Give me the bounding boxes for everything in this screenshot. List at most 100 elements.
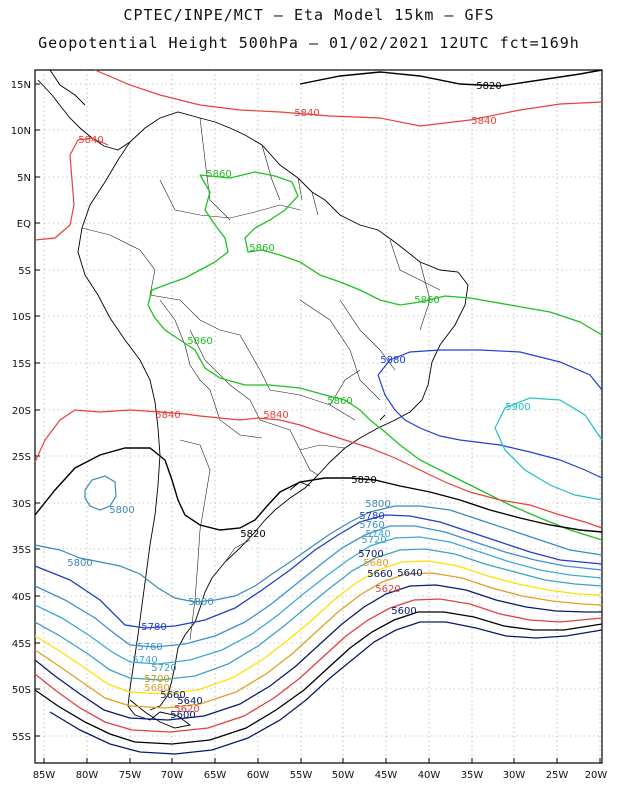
coastline bbox=[37, 69, 469, 729]
lon-label: 50W bbox=[332, 770, 355, 781]
lat-label: 15S bbox=[12, 359, 31, 370]
lat-label: 10N bbox=[11, 126, 31, 137]
lat-label: 5N bbox=[17, 173, 31, 184]
lat-label: 30S bbox=[12, 499, 31, 510]
contour-5780 bbox=[34, 514, 603, 629]
lon-label: 65W bbox=[204, 770, 227, 781]
contour-5720 bbox=[34, 548, 603, 681]
contour-label-5860: 5860 bbox=[249, 243, 274, 254]
lon-label: 30W bbox=[503, 770, 526, 781]
lon-label: 80W bbox=[76, 770, 99, 781]
contour-label-5720: 5720 bbox=[151, 663, 176, 674]
contour-label-5660: 5660 bbox=[367, 569, 392, 580]
lon-label: 25W bbox=[546, 770, 569, 781]
southern-contour-group bbox=[34, 514, 603, 755]
lat-label: 15N bbox=[11, 80, 31, 91]
contour-label-5600: 5600 bbox=[170, 710, 195, 721]
map-frame bbox=[34, 69, 603, 764]
lat-label: EQ bbox=[17, 219, 31, 230]
contour-label-5800: 5800 bbox=[109, 505, 134, 516]
contour-5600 bbox=[49, 621, 603, 755]
contour-label-5740: 5740 bbox=[132, 655, 157, 666]
lon-label: 55W bbox=[290, 770, 313, 781]
lat-label: 45S bbox=[12, 639, 31, 650]
contour-label-5600: 5600 bbox=[391, 606, 416, 617]
contour-label-5820: 5820 bbox=[240, 529, 265, 540]
lon-label: 60W bbox=[247, 770, 270, 781]
lat-label: 35S bbox=[12, 545, 31, 556]
contour-label-5820: 5820 bbox=[476, 81, 501, 92]
contour-label-5760: 5760 bbox=[359, 520, 384, 531]
chart-title-line2: Geopotential Height 500hPa – 01/02/2021 … bbox=[38, 34, 580, 52]
lon-label: 75W bbox=[119, 770, 142, 781]
contour-label-5860: 5860 bbox=[327, 396, 352, 407]
contour-label-5680: 5680 bbox=[144, 683, 169, 694]
chart-title-line1: CPTEC/INPE/MCT – Eta Model 15km – GFS bbox=[123, 6, 495, 24]
contour-5900 bbox=[494, 397, 603, 501]
contour-label-5820: 5820 bbox=[351, 475, 376, 486]
contour-label-5800: 5800 bbox=[188, 597, 213, 608]
contour-label-5720: 5720 bbox=[361, 535, 386, 546]
contour-5840-middle bbox=[34, 409, 603, 529]
lat-label: 55S bbox=[12, 732, 31, 743]
contour-5620 bbox=[34, 611, 603, 745]
contour-label-5700: 5700 bbox=[144, 674, 169, 685]
contour-label-5840: 5840 bbox=[294, 108, 319, 119]
contour-label-5620: 5620 bbox=[174, 704, 199, 715]
contour-label-5860: 5860 bbox=[414, 295, 439, 306]
contour-5660 bbox=[34, 584, 602, 721]
latitude-labels: 15N 10N 5N EQ 5S 10S 15S 20S 25S 30S 35S… bbox=[11, 80, 31, 743]
contour-label-5700: 5700 bbox=[358, 549, 383, 560]
contour-5860-north bbox=[199, 171, 603, 336]
contour-label-5680: 5680 bbox=[363, 558, 388, 569]
contour-labels: 5820 5840 5840 5840 5860 5860 5860 5860 … bbox=[67, 81, 530, 721]
contour-label-5760: 5760 bbox=[137, 642, 162, 653]
contour-5640 bbox=[34, 598, 603, 733]
contour-label-5640: 5640 bbox=[177, 696, 202, 707]
contour-label-5800: 5800 bbox=[67, 558, 92, 569]
contour-5820-north bbox=[299, 69, 603, 87]
contour-5820-middle bbox=[34, 447, 603, 533]
lat-label: 50S bbox=[12, 685, 31, 696]
contour-label-5840: 5840 bbox=[78, 135, 103, 146]
contour-label-5780: 5780 bbox=[359, 511, 384, 522]
contour-5880-north bbox=[377, 349, 603, 391]
contour-label-5800: 5800 bbox=[365, 499, 390, 510]
lat-label: 40S bbox=[12, 592, 31, 603]
contour-label-5880: 5880 bbox=[380, 355, 405, 366]
contour-5700 bbox=[34, 560, 603, 695]
lat-label: 10S bbox=[12, 312, 31, 323]
contour-label-5740: 5740 bbox=[365, 529, 390, 540]
lon-label: 85W bbox=[33, 770, 56, 781]
axis-ticks bbox=[35, 83, 601, 763]
lat-label: 5S bbox=[18, 266, 31, 277]
lon-label: 20W bbox=[585, 770, 608, 781]
contour-label-5840: 5840 bbox=[471, 116, 496, 127]
contour-5740 bbox=[34, 536, 603, 665]
graticule bbox=[35, 70, 602, 763]
contour-5880-south bbox=[377, 374, 603, 479]
contour-label-5840: 5840 bbox=[155, 410, 180, 421]
lon-label: 45W bbox=[375, 770, 398, 781]
lon-label: 40W bbox=[418, 770, 441, 781]
lat-label: 20S bbox=[12, 406, 31, 417]
contour-label-5660: 5660 bbox=[160, 690, 185, 701]
contour-label-5860: 5860 bbox=[206, 169, 231, 180]
contour-label-5900: 5900 bbox=[505, 402, 530, 413]
contour-5840-north bbox=[94, 69, 603, 127]
contour-label-5840: 5840 bbox=[263, 410, 288, 421]
longitude-labels: 85W 80W 75W 70W 65W 60W 55W 50W 45W 40W … bbox=[33, 770, 608, 781]
contour-label-5640: 5640 bbox=[397, 568, 422, 579]
contour-5840-northwest bbox=[34, 137, 109, 241]
contour-5800-main bbox=[34, 505, 603, 603]
contour-label-5780: 5780 bbox=[141, 622, 166, 633]
contour-label-5620: 5620 bbox=[375, 584, 400, 595]
contour-5680 bbox=[34, 572, 603, 709]
contour-5760 bbox=[34, 525, 603, 648]
contour-5860-south bbox=[147, 174, 603, 541]
lon-label: 70W bbox=[161, 770, 184, 781]
lat-label: 25S bbox=[12, 452, 31, 463]
contour-label-5860: 5860 bbox=[187, 336, 212, 347]
lon-label: 35W bbox=[461, 770, 484, 781]
